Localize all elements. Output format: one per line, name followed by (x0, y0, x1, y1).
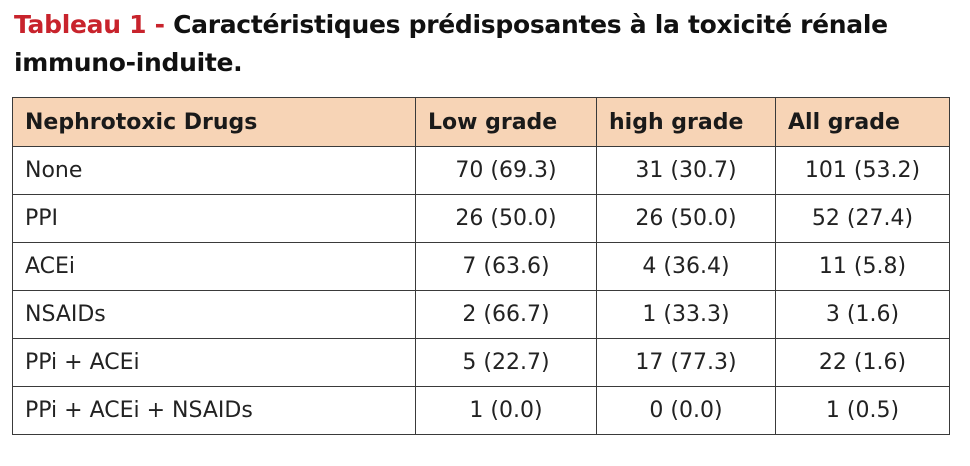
row-label: PPI (12, 194, 416, 243)
table-header-row: Nephrotoxic Drugs Low grade high grade A… (12, 97, 950, 147)
cell-low-grade: 7 (63.6) (415, 242, 597, 291)
row-label: PPi + ACEi + NSAIDs (12, 386, 416, 435)
cell-all-grade: 3 (1.6) (775, 290, 950, 339)
cell-all-grade: 101 (53.2) (775, 146, 950, 195)
cell-all-grade: 22 (1.6) (775, 338, 950, 387)
cell-low-grade: 26 (50.0) (415, 194, 597, 243)
cell-low-grade: 1 (0.0) (415, 386, 597, 435)
row-label: None (12, 146, 416, 195)
row-label: NSAIDs (12, 290, 416, 339)
table-row: NSAIDs 2 (66.7) 1 (33.3) 3 (1.6) (12, 290, 950, 339)
drug-toxicity-table: Nephrotoxic Drugs Low grade high grade A… (12, 97, 950, 435)
cell-low-grade: 70 (69.3) (415, 146, 597, 195)
table-title: Tableau 1 - Caractéristiques prédisposan… (14, 6, 954, 82)
cell-all-grade: 52 (27.4) (775, 194, 950, 243)
cell-all-grade: 1 (0.5) (775, 386, 950, 435)
header-nephrotoxic-drugs: Nephrotoxic Drugs (12, 97, 416, 147)
cell-high-grade: 31 (30.7) (596, 146, 776, 195)
cell-high-grade: 4 (36.4) (596, 242, 776, 291)
row-label: ACEi (12, 242, 416, 291)
table-row: None 70 (69.3) 31 (30.7) 101 (53.2) (12, 146, 950, 195)
header-high-grade: high grade (596, 97, 776, 147)
table-row: ACEi 7 (63.6) 4 (36.4) 11 (5.8) (12, 242, 950, 291)
cell-low-grade: 5 (22.7) (415, 338, 597, 387)
table-row: PPi + ACEi 5 (22.7) 17 (77.3) 22 (1.6) (12, 338, 950, 387)
cell-high-grade: 0 (0.0) (596, 386, 776, 435)
cell-all-grade: 11 (5.8) (775, 242, 950, 291)
table-title-text: Caractéristiques prédisposantes à la tox… (14, 10, 888, 77)
table-row: PPi + ACEi + NSAIDs 1 (0.0) 0 (0.0) 1 (0… (12, 386, 950, 435)
row-label: PPi + ACEi (12, 338, 416, 387)
cell-high-grade: 1 (33.3) (596, 290, 776, 339)
table-title-prefix: Tableau 1 - (14, 10, 174, 39)
header-low-grade: Low grade (415, 97, 597, 147)
cell-low-grade: 2 (66.7) (415, 290, 597, 339)
cell-high-grade: 17 (77.3) (596, 338, 776, 387)
table-row: PPI 26 (50.0) 26 (50.0) 52 (27.4) (12, 194, 950, 243)
cell-high-grade: 26 (50.0) (596, 194, 776, 243)
header-all-grade: All grade (775, 97, 950, 147)
